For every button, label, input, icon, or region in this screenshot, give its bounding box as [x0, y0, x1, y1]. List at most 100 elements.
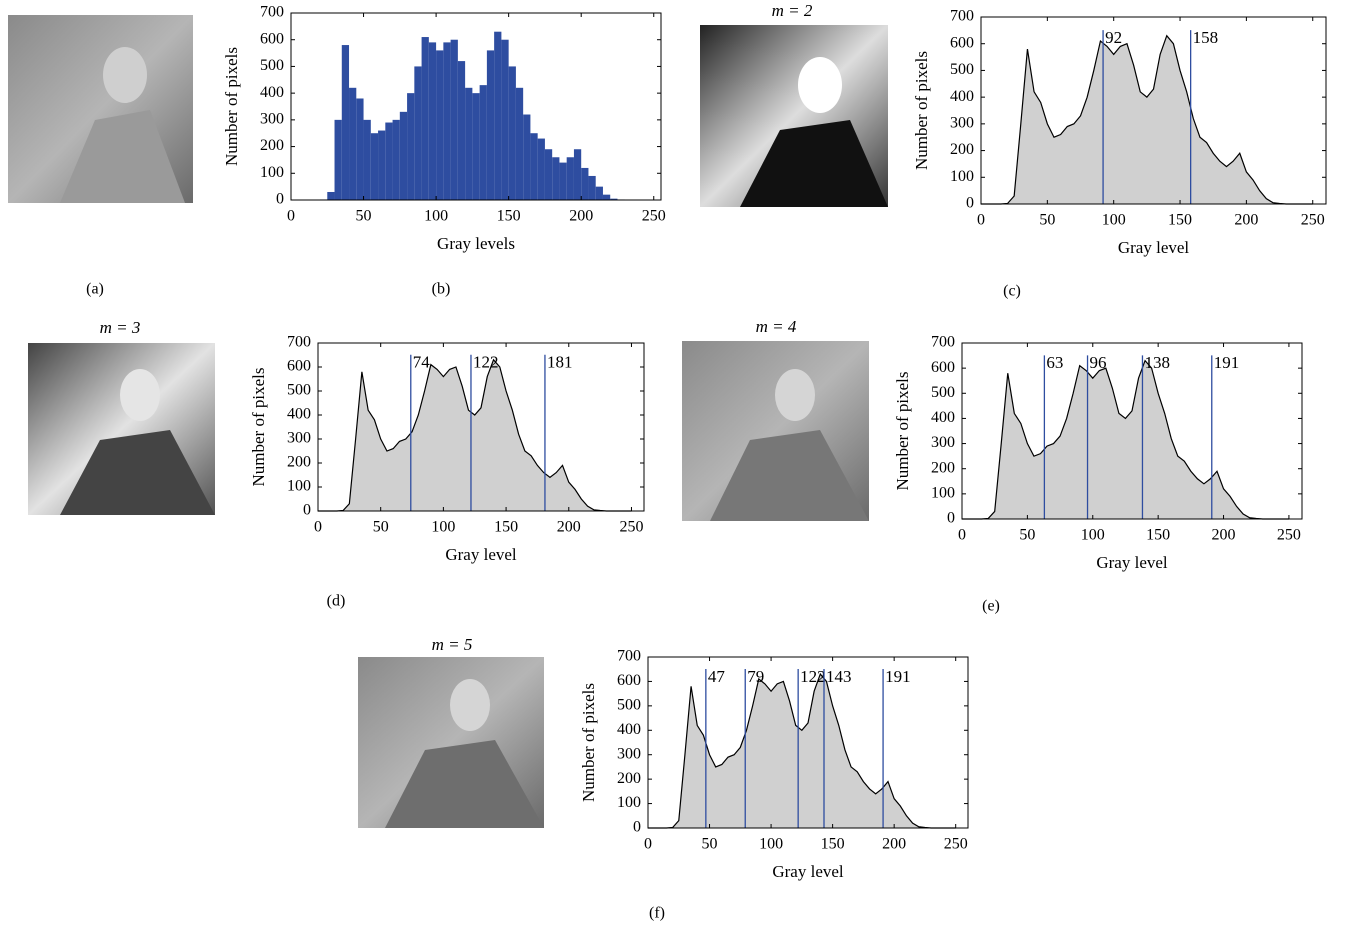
- y-tick-label: 600: [617, 672, 641, 689]
- line: [648, 672, 956, 829]
- photo-m3: [28, 343, 215, 515]
- threshold-label: 96: [1090, 353, 1107, 372]
- y-tick-label: 600: [950, 34, 974, 51]
- x-tick-label: 200: [1234, 212, 1258, 229]
- image-title: m = 2: [772, 1, 813, 20]
- y-tick-label: 400: [931, 409, 955, 426]
- threshold-label: 63: [1046, 353, 1063, 372]
- threshold-label: 47: [708, 667, 726, 686]
- x-tick-label: 250: [642, 208, 666, 225]
- bar: [378, 130, 386, 200]
- y-tick-label: 300: [287, 430, 311, 447]
- y-tick-label: 100: [617, 794, 641, 811]
- x-tick-label: 0: [314, 519, 322, 536]
- x-tick-label: 200: [569, 208, 593, 225]
- x-axis-label: Gray level: [772, 862, 844, 881]
- y-tick-label: 400: [950, 88, 974, 105]
- y-tick-label: 100: [931, 485, 955, 502]
- y-tick-label: 100: [950, 168, 974, 185]
- x-tick-label: 0: [977, 212, 985, 229]
- plot-frame: [647, 656, 969, 829]
- y-tick-label: 500: [287, 382, 311, 399]
- bar: [436, 50, 444, 201]
- y-tick-label: 700: [287, 334, 311, 351]
- x-axis-label: Gray levels: [437, 234, 515, 253]
- x-tick-label: 50: [1039, 212, 1055, 229]
- y-tick-label: 600: [260, 30, 284, 47]
- x-tick-label: 100: [1102, 212, 1126, 229]
- x-tick-label: 50: [702, 836, 718, 853]
- line: [962, 359, 1289, 520]
- bar: [443, 42, 451, 201]
- y-tick-label: 200: [260, 137, 284, 154]
- bar: [595, 186, 603, 200]
- plot-frame: [961, 342, 1303, 520]
- bar: [566, 157, 574, 200]
- x-tick-label: 250: [1301, 212, 1325, 229]
- bar: [508, 66, 516, 200]
- y-tick-label: 700: [617, 648, 641, 665]
- caption: (f): [649, 905, 665, 922]
- bar: [602, 194, 611, 200]
- bar: [494, 31, 502, 201]
- x-tick-label: 100: [431, 519, 455, 536]
- y-tick-label: 100: [287, 478, 311, 495]
- bar: [450, 39, 458, 200]
- bar: [327, 191, 335, 200]
- y-tick-label: 300: [617, 745, 641, 762]
- threshold-label: 191: [1214, 353, 1240, 372]
- bar: [370, 133, 379, 200]
- area: [962, 360, 1289, 519]
- bar: [356, 98, 364, 200]
- bar: [399, 111, 408, 200]
- bar: [349, 87, 357, 200]
- x-axis-label: Gray level: [1118, 238, 1190, 257]
- area: [318, 359, 632, 511]
- x-tick-label: 150: [494, 519, 518, 536]
- x-tick-label: 250: [1277, 527, 1301, 544]
- y-axis-label: Number of pixels: [249, 368, 268, 487]
- bar: [559, 162, 567, 200]
- bar: [552, 157, 560, 200]
- threshold-label: 79: [747, 667, 764, 686]
- y-tick-label: 700: [950, 8, 974, 25]
- x-tick-label: 250: [619, 519, 643, 536]
- x-tick-label: 100: [1081, 527, 1105, 544]
- bar: [515, 87, 524, 200]
- y-tick-label: 200: [287, 454, 311, 471]
- photo-m2: [700, 25, 888, 207]
- bar: [392, 119, 400, 200]
- x-tick-label: 0: [644, 836, 652, 853]
- x-tick-label: 0: [287, 208, 295, 225]
- y-tick-label: 300: [950, 115, 974, 132]
- bar: [334, 119, 342, 200]
- caption: (c): [1003, 283, 1021, 300]
- plot-frame: [290, 12, 662, 201]
- bar: [341, 45, 350, 200]
- y-tick-label: 700: [931, 334, 955, 351]
- bar: [581, 167, 589, 200]
- x-tick-label: 150: [1146, 527, 1170, 544]
- x-tick-label: 200: [1212, 527, 1236, 544]
- y-tick-label: 700: [260, 4, 284, 21]
- photo-m4: [682, 341, 869, 521]
- y-tick-label: 500: [617, 697, 641, 714]
- y-tick-label: 500: [260, 57, 284, 74]
- x-tick-label: 50: [373, 519, 389, 536]
- x-tick-label: 50: [356, 208, 372, 225]
- area: [981, 35, 1313, 205]
- bar: [421, 37, 429, 200]
- bar: [523, 114, 531, 200]
- bar: [573, 149, 582, 200]
- x-tick-label: 0: [958, 527, 966, 544]
- plot-frame: [317, 342, 645, 512]
- y-tick-label: 400: [287, 406, 311, 423]
- y-tick-label: 200: [950, 141, 974, 158]
- y-axis-label: Number of pixels: [893, 372, 912, 491]
- bar: [465, 87, 473, 200]
- y-tick-label: 0: [303, 502, 311, 519]
- threshold-label: 122: [473, 353, 499, 372]
- x-tick-label: 200: [882, 836, 906, 853]
- bar: [363, 119, 371, 200]
- x-tick-label: 250: [944, 836, 968, 853]
